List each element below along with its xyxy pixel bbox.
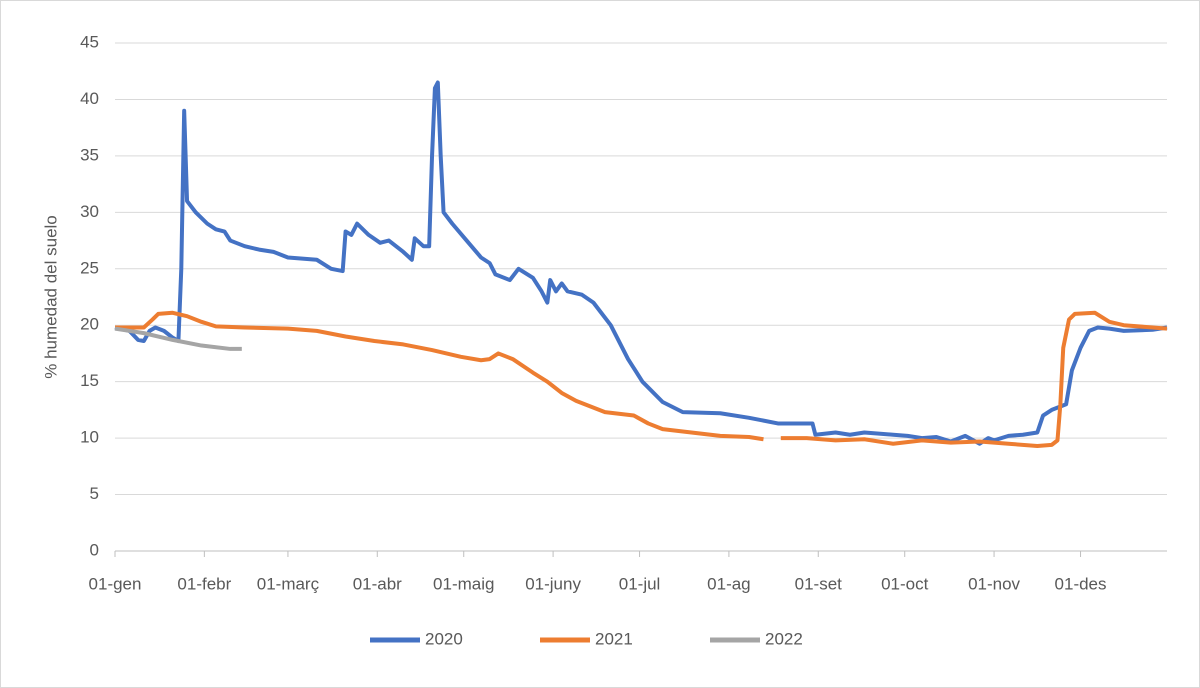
y-tick-label: 5 [90, 484, 99, 503]
y-axis-label: % humedad del suelo [41, 215, 60, 379]
y-tick-label: 0 [90, 540, 99, 559]
y-tick-label: 40 [80, 89, 99, 108]
x-tick-label: 01-nov [968, 574, 1020, 593]
y-tick-label: 45 [80, 32, 99, 51]
y-tick-label: 10 [80, 428, 99, 447]
x-tick-label: 01-febr [177, 574, 231, 593]
x-tick-label: 01-març [257, 574, 320, 593]
y-tick-label: 25 [80, 258, 99, 277]
data-line [115, 310, 1168, 449]
x-tick-label: 01-maig [433, 574, 494, 593]
x-tick-label: 01-jul [619, 574, 661, 593]
x-tick-label: 01-set [795, 574, 843, 593]
legend-label: 2020 [425, 629, 463, 648]
y-tick-label: 20 [80, 315, 99, 334]
x-tick-label: 01-des [1055, 574, 1107, 593]
x-tick-label: 01-juny [525, 574, 581, 593]
y-tick-label: 35 [80, 145, 99, 164]
x-tick-label: 01-abr [353, 574, 402, 593]
legend-label: 2022 [765, 629, 803, 648]
y-tick-label: 30 [80, 202, 99, 221]
legend-label: 2021 [595, 629, 633, 648]
x-tick-label: 01-gen [89, 574, 142, 593]
x-tick-label: 01-oct [881, 574, 929, 593]
data-line [114, 80, 1168, 446]
x-tick-label: 01-ag [707, 574, 750, 593]
y-tick-label: 15 [80, 371, 99, 390]
data-line [114, 326, 242, 351]
